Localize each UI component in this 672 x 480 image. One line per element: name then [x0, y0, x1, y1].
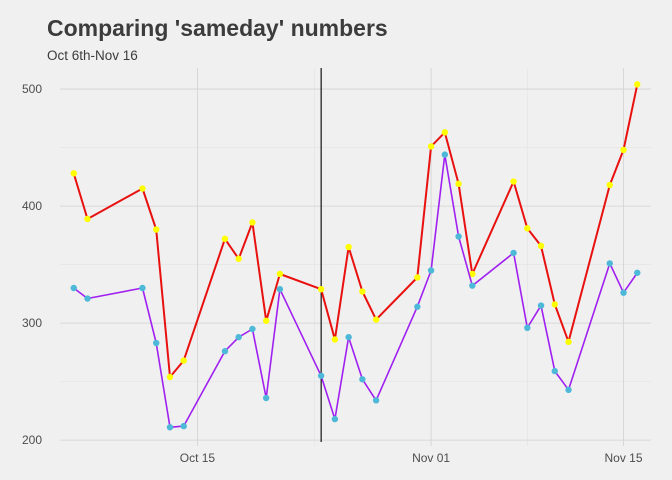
- data-point: [455, 180, 462, 188]
- data-point: [620, 289, 627, 296]
- data-point: [537, 302, 545, 309]
- data-point: [153, 339, 160, 347]
- data-point: [510, 178, 517, 185]
- data-point: [235, 255, 242, 262]
- data-point: [331, 415, 339, 423]
- data-point: [620, 146, 627, 154]
- data-point: [317, 372, 325, 379]
- y-tick-label: 400: [22, 199, 42, 213]
- major-gridlines: [60, 68, 651, 446]
- data-point: [180, 357, 187, 364]
- data-point: [249, 325, 256, 333]
- data-point: [180, 422, 187, 430]
- data-point: [331, 336, 339, 343]
- data-point: [166, 424, 174, 431]
- data-point: [634, 269, 641, 276]
- data-point: [262, 317, 270, 324]
- series-0: [70, 81, 641, 381]
- data-point: [345, 243, 352, 251]
- data-point: [455, 233, 462, 240]
- data-point: [565, 386, 572, 394]
- axis-tick-labels: 200 300 400 500 Oct 15 Nov 01 Nov 15: [22, 82, 643, 465]
- data-point: [166, 373, 174, 381]
- data-point: [221, 235, 229, 243]
- x-tick-label: Oct 15: [180, 451, 216, 465]
- chart-subtitle: Oct 6th-Nov 16: [47, 48, 138, 63]
- series-layer: [70, 81, 641, 431]
- data-point: [372, 316, 380, 323]
- data-point: [606, 260, 613, 267]
- data-point: [551, 367, 558, 375]
- data-point: [221, 348, 229, 355]
- data-point: [537, 242, 545, 250]
- data-point: [606, 181, 613, 189]
- series-1: [70, 151, 641, 431]
- y-tick-label: 300: [22, 316, 42, 330]
- data-point: [84, 215, 91, 223]
- data-point: [414, 303, 421, 310]
- x-tick-label: Nov 01: [412, 451, 450, 465]
- x-tick-label: Nov 15: [604, 451, 642, 465]
- data-point: [427, 267, 435, 274]
- data-point: [551, 301, 558, 308]
- data-point: [359, 376, 366, 383]
- data-point: [345, 333, 352, 341]
- series-line: [73, 153, 638, 429]
- data-point: [70, 170, 77, 177]
- data-point: [372, 397, 380, 404]
- data-point: [276, 285, 284, 293]
- data-point: [510, 249, 517, 257]
- data-point: [469, 282, 476, 289]
- data-point: [427, 143, 435, 150]
- data-point: [359, 288, 366, 295]
- data-point: [524, 324, 531, 332]
- data-point: [524, 225, 531, 232]
- data-point: [634, 81, 641, 88]
- data-point: [317, 285, 325, 293]
- data-point: [153, 226, 160, 233]
- data-point: [441, 129, 449, 136]
- data-point: [235, 333, 242, 341]
- data-point: [441, 151, 449, 158]
- y-tick-label: 200: [22, 433, 42, 447]
- data-point: [84, 295, 91, 302]
- data-point: [70, 284, 77, 292]
- data-point: [565, 338, 572, 346]
- data-point: [249, 219, 256, 226]
- data-point: [139, 185, 146, 192]
- data-point: [262, 394, 270, 402]
- data-point: [276, 270, 284, 278]
- minor-gridlines: [60, 68, 651, 446]
- chart-title: Comparing 'sameday' numbers: [47, 15, 388, 41]
- data-point: [139, 284, 146, 292]
- data-point: [469, 270, 476, 278]
- y-tick-label: 500: [22, 82, 42, 96]
- data-point: [414, 274, 421, 281]
